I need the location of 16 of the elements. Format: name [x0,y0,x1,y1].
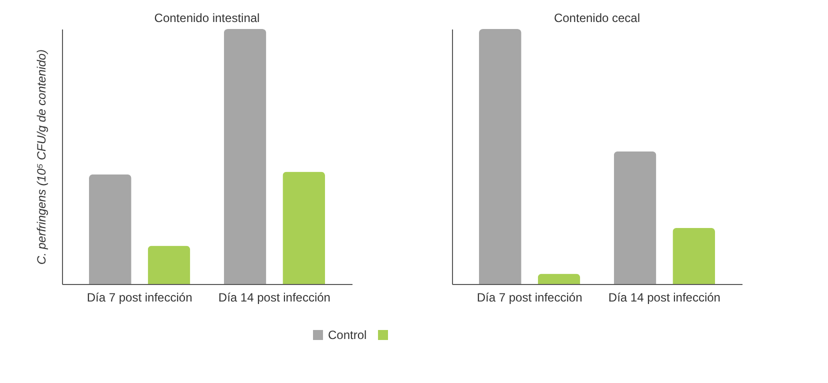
legend-label: Control [328,328,367,342]
bar [224,29,266,284]
bar [148,246,190,284]
x-tick-label: Día 7 post infección [86,290,192,304]
bar [282,172,326,284]
bar [88,174,132,284]
chart-title: Contenido cecal [554,11,640,25]
bar [614,151,656,284]
bar [538,274,580,284]
y-axis-title: C. perfringens (10⁵ CFU/g de contenido) [34,49,48,265]
x-tick-label: Día 14 post infección [608,290,720,304]
bar [478,29,522,284]
x-tick-label: Día 7 post infección [476,290,582,304]
chart-title: Contenido intestinal [154,11,260,25]
bar [672,228,716,284]
x-tick-label: Día 14 post infección [218,290,330,304]
